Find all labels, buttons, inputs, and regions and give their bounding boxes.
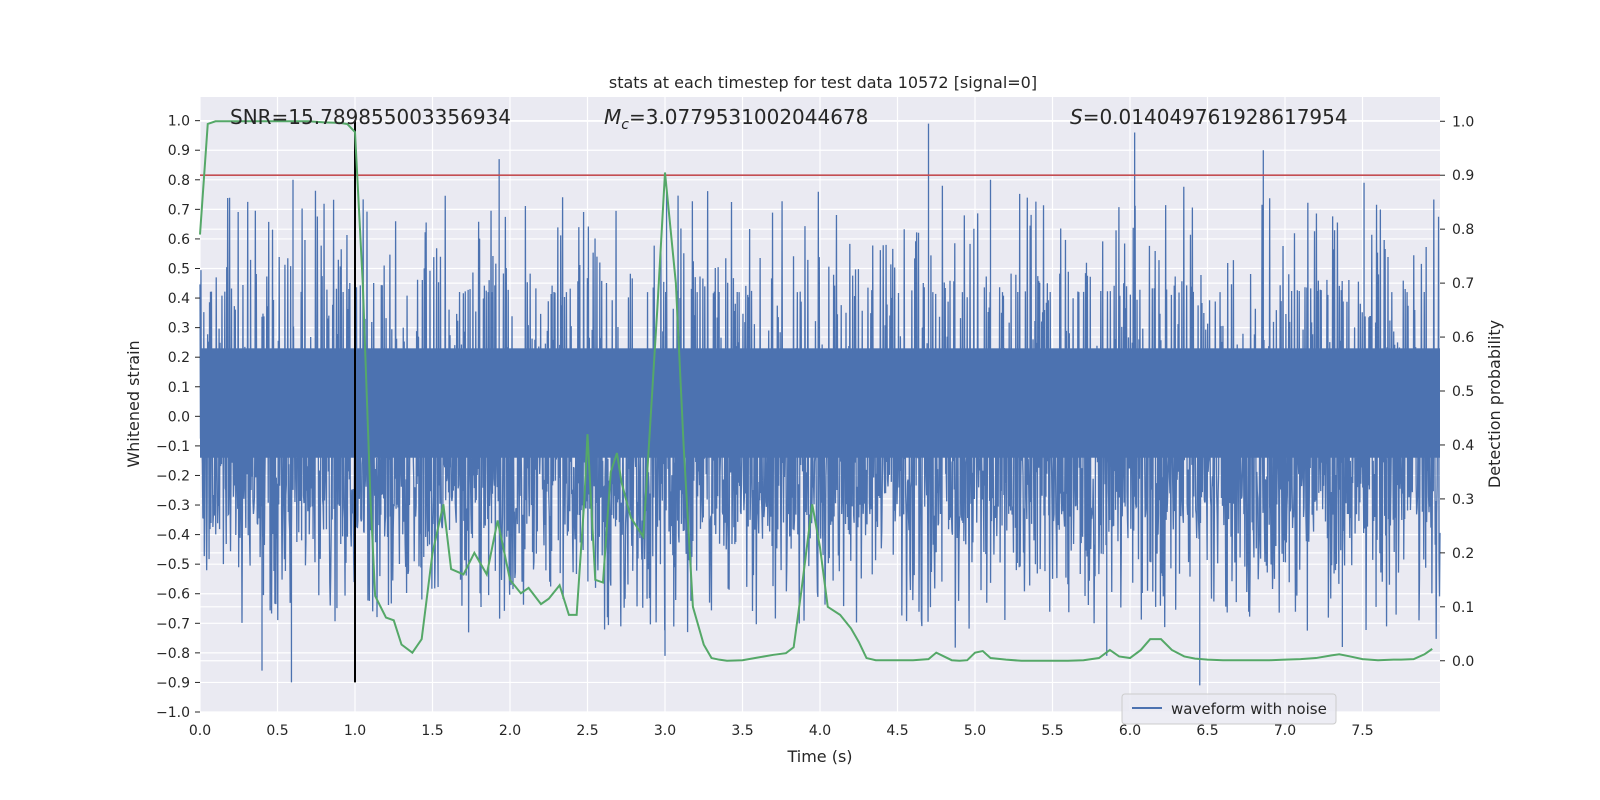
y-tick-label: 1.0 bbox=[168, 114, 190, 130]
y-tick-label: 0.0 bbox=[168, 409, 190, 425]
x-tick-label: 4.0 bbox=[809, 723, 831, 739]
y2-tick-label: 0.1 bbox=[1452, 600, 1474, 616]
waveform-path bbox=[199, 123, 1441, 686]
y2-tick-label: 0.8 bbox=[1452, 222, 1474, 238]
y2-tick-label: 0.2 bbox=[1452, 546, 1474, 562]
annotation-s: S=0.014049761928617954 bbox=[1070, 105, 1348, 129]
x-tick-label: 4.5 bbox=[886, 723, 908, 739]
y-axis-ticks: −1.0 −0.9 −0.8 −0.7 −0.6 −0.5 −0.4 −0.3 −0.2 −0.1… bbox=[156, 114, 200, 721]
y-tick-label: −0.4 bbox=[156, 528, 190, 544]
y2-tick-label: 0.7 bbox=[1452, 276, 1474, 292]
waveform-core bbox=[200, 348, 1440, 458]
x-tick-label: 6.0 bbox=[1119, 723, 1141, 739]
y-tick-label: −0.1 bbox=[156, 439, 190, 455]
waveform-series bbox=[199, 123, 1441, 686]
y-tick-label: 0.8 bbox=[168, 173, 190, 189]
legend-box bbox=[1121, 693, 1337, 725]
chart-title: stats at each timestep for test data 105… bbox=[609, 73, 1037, 92]
x-tick-label: 1.5 bbox=[421, 723, 443, 739]
y2-tick-label: 0.6 bbox=[1452, 330, 1474, 346]
y-axis-label: Whitened strain bbox=[124, 340, 143, 467]
y-tick-label: 0.9 bbox=[168, 143, 190, 159]
y2-tick-label: 0.9 bbox=[1452, 168, 1474, 184]
y-tick-label: −0.9 bbox=[156, 675, 190, 691]
legend-label: waveform with noise bbox=[1171, 700, 1327, 718]
annotation-chirp-mass: Mc=3.0779531002044678 bbox=[604, 105, 868, 133]
y2-tick-label: 1.0 bbox=[1452, 114, 1474, 130]
y-tick-label: 0.5 bbox=[168, 261, 190, 277]
y-tick-label: −1.0 bbox=[156, 705, 190, 721]
y2-tick-label: 0.5 bbox=[1452, 384, 1474, 400]
x-tick-label: 2.0 bbox=[499, 723, 521, 739]
x-tick-label: 5.0 bbox=[964, 723, 986, 739]
y-tick-label: −0.3 bbox=[156, 498, 190, 514]
y2-tick-label: 0.4 bbox=[1452, 438, 1474, 454]
x-axis-ticks: 0.0 0.5 1.0 1.5 2.0 2.5 3.0 3.5 4.0 4.5 5.0 5.5 6.0 6… bbox=[189, 723, 1374, 739]
y-tick-label: 0.1 bbox=[168, 380, 190, 396]
x-tick-label: 0.5 bbox=[266, 723, 288, 739]
y-tick-label: 0.4 bbox=[168, 291, 190, 307]
x-tick-label: 2.5 bbox=[576, 723, 598, 739]
annotation-snr: SNR=15.789855003356934 bbox=[230, 105, 511, 129]
y-tick-label: −0.2 bbox=[156, 468, 190, 484]
x-tick-label: 7.0 bbox=[1274, 723, 1296, 739]
x-tick-label: 5.5 bbox=[1041, 723, 1063, 739]
y-tick-label: −0.6 bbox=[156, 587, 190, 603]
y-tick-label: −0.8 bbox=[156, 646, 190, 662]
y-tick-label: 0.3 bbox=[168, 321, 190, 337]
y-tick-label: −0.5 bbox=[156, 557, 190, 573]
y2-tick-label: 0.0 bbox=[1452, 654, 1474, 670]
x-tick-label: 1.0 bbox=[344, 723, 366, 739]
y-tick-label: 0.7 bbox=[168, 202, 190, 218]
detection-probability-line bbox=[199, 120, 1433, 662]
legend: waveform with noise bbox=[1121, 693, 1337, 725]
y2-axis-ticks: 0.0 0.1 0.2 0.3 0.4 0.5 0.6 0.7 0.8 0.9 1.0 bbox=[1440, 114, 1474, 670]
x-tick-label: 3.0 bbox=[654, 723, 676, 739]
x-tick-label: 0.0 bbox=[189, 723, 211, 739]
x-axis-label: Time (s) bbox=[786, 747, 852, 766]
y2-axis-label: Detection probability bbox=[1485, 320, 1504, 488]
y2-tick-label: 0.3 bbox=[1452, 492, 1474, 508]
y-tick-label: −0.7 bbox=[156, 616, 190, 632]
y-tick-label: 0.6 bbox=[168, 232, 190, 248]
x-tick-label: 6.5 bbox=[1196, 723, 1218, 739]
x-tick-label: 7.5 bbox=[1351, 723, 1373, 739]
x-tick-label: 3.5 bbox=[731, 723, 753, 739]
y-tick-label: 0.2 bbox=[168, 350, 190, 366]
